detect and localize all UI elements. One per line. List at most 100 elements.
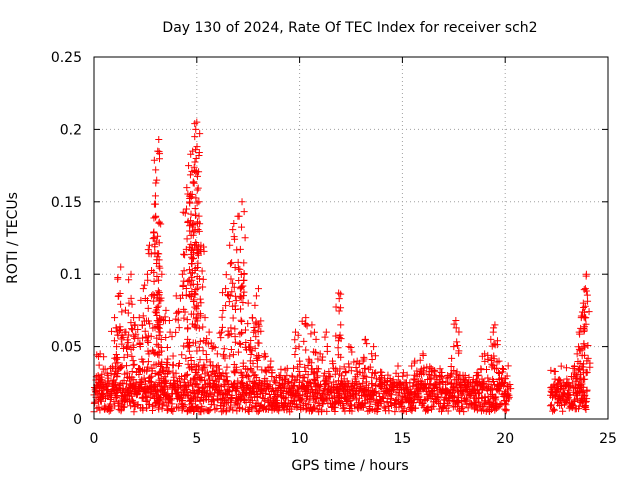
spread-point <box>203 335 211 343</box>
spread-point <box>231 338 239 346</box>
spread-point <box>128 352 136 360</box>
spread-point <box>193 347 201 355</box>
spread-point <box>268 369 276 377</box>
baseline-point <box>248 405 256 413</box>
spread-point <box>582 368 590 376</box>
spread-point <box>352 364 360 372</box>
spread-point <box>355 359 363 367</box>
spread-point <box>153 334 161 342</box>
data-point <box>172 292 180 300</box>
spread-point <box>280 375 288 383</box>
spread-point <box>155 239 163 247</box>
spread-point <box>118 331 126 339</box>
data-point <box>573 350 581 358</box>
data-point <box>452 317 460 325</box>
spread-point <box>581 308 589 316</box>
baseline-point <box>569 401 577 409</box>
baseline-point <box>167 396 175 404</box>
spread-point <box>199 347 207 355</box>
spread-point <box>238 223 246 231</box>
spread-point <box>302 346 310 354</box>
baseline-point <box>128 392 136 400</box>
spread-point <box>168 333 176 341</box>
data-point <box>127 270 135 278</box>
spread-point <box>207 339 215 347</box>
spread-point <box>247 366 255 374</box>
spread-point <box>506 381 514 389</box>
spread-point <box>139 312 147 320</box>
spread-point <box>314 355 322 363</box>
spread-point <box>239 299 247 307</box>
spread-point <box>303 322 311 330</box>
spread-point <box>335 307 343 315</box>
x-tick-label: 0 <box>90 431 99 447</box>
spread-point <box>217 334 225 342</box>
baseline-point <box>144 363 152 371</box>
baseline-point <box>444 407 452 415</box>
spread-point <box>214 362 222 370</box>
spread-point <box>408 362 416 370</box>
spread-point <box>262 367 270 375</box>
spread-point <box>242 338 250 346</box>
baseline-point <box>503 372 511 380</box>
spread-point <box>368 350 376 358</box>
spread-point <box>579 363 587 371</box>
spread-point <box>261 375 269 383</box>
spread-point <box>138 355 146 363</box>
spread-point <box>548 388 556 396</box>
spread-point <box>222 271 230 279</box>
spread-point <box>220 345 228 353</box>
data-point <box>125 299 133 307</box>
baseline-point <box>492 393 500 401</box>
spread-point <box>214 375 222 383</box>
baseline-point <box>101 365 109 373</box>
spread-point <box>305 355 313 363</box>
baseline-point <box>395 403 403 411</box>
data-point <box>135 314 143 322</box>
spread-point <box>323 377 331 385</box>
spread-point <box>95 353 103 361</box>
y-tick-label: 0.1 <box>60 267 82 283</box>
spread-point <box>296 360 304 368</box>
spread-point <box>172 328 180 336</box>
spread-point <box>124 309 132 317</box>
spread-point <box>583 291 591 299</box>
spread-point <box>337 304 345 312</box>
baseline-point <box>551 406 559 414</box>
spread-point <box>254 328 262 336</box>
spread-point <box>216 329 224 337</box>
spread-point <box>575 345 583 353</box>
spread-point <box>189 220 197 228</box>
data-point <box>213 350 221 358</box>
baseline-point <box>294 387 302 395</box>
spread-point <box>196 337 204 345</box>
spread-point <box>343 377 351 385</box>
spread-point <box>175 307 183 315</box>
baseline-point <box>450 385 458 393</box>
spread-point <box>455 328 463 336</box>
spread-point <box>181 209 189 217</box>
baseline-point <box>348 407 356 415</box>
baseline-point <box>391 408 399 416</box>
spread-point <box>347 344 355 352</box>
spread-point <box>155 250 163 258</box>
spread-point <box>450 367 458 375</box>
spread-point <box>152 213 160 221</box>
spread-point <box>226 292 234 300</box>
spread-point <box>581 375 589 383</box>
data-point <box>238 198 246 206</box>
spread-point <box>208 344 216 352</box>
spread-point <box>190 167 198 175</box>
spread-point <box>251 326 259 334</box>
spread-point <box>118 340 126 348</box>
spread-point <box>321 333 329 341</box>
baseline-point <box>130 399 138 407</box>
spread-point <box>145 377 153 385</box>
spread-point <box>195 343 203 351</box>
baseline-point <box>326 388 334 396</box>
spread-point <box>484 351 492 359</box>
spread-point <box>118 308 126 316</box>
spread-point <box>334 337 342 345</box>
spread-point <box>186 292 194 300</box>
